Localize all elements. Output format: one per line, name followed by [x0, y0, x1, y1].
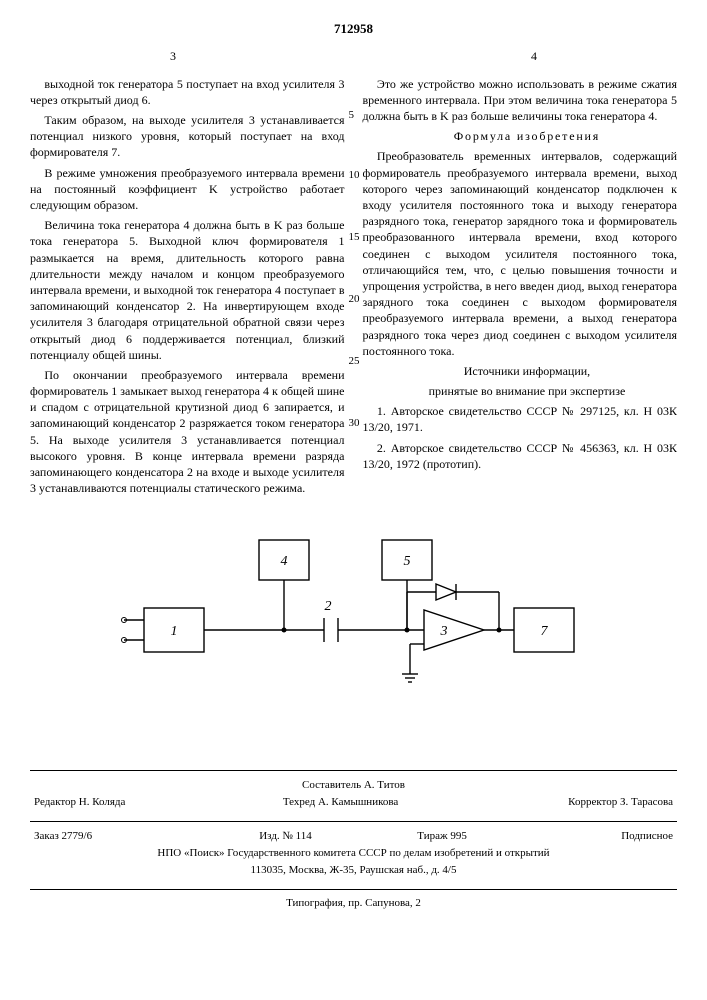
para: По окончании преобразуемого интервала вр…	[30, 367, 345, 497]
page-num-left: 3	[170, 48, 176, 64]
separator-line	[30, 821, 677, 822]
circuit-diagram: 1 4 5 7 3 2	[114, 530, 594, 730]
para: Таким образом, на выходе усилителя 3 уст…	[30, 112, 345, 161]
tech-editor: Техред А. Камышникова	[222, 794, 460, 811]
print-info: Заказ 2779/6 Изд. № 114 Тираж 995 Подпис…	[30, 828, 677, 879]
sources-heading: Источники информации,	[363, 363, 678, 379]
para: Это же устройство можно использовать в р…	[363, 76, 678, 125]
edition-number: Изд. № 114	[205, 828, 365, 845]
page-num-right: 4	[531, 48, 537, 64]
corrector: Корректор З. Тарасова	[460, 794, 677, 811]
svg-text:7: 7	[540, 624, 548, 639]
subscription: Подписное	[518, 828, 677, 845]
separator-line	[30, 770, 677, 771]
page-numbers: 3 4	[30, 48, 677, 64]
formula-heading: Формула изобретения	[363, 128, 678, 144]
para: Преобразователь временных интервалов, со…	[363, 148, 678, 358]
compiler: Составитель А. Титов	[30, 777, 677, 794]
source-item: 1. Авторское свидетельство СССР № 297125…	[363, 403, 678, 435]
text-columns: выходной ток генератора 5 поступает на в…	[30, 76, 677, 501]
separator-line	[30, 889, 677, 890]
print-run: Тираж 995	[366, 828, 519, 845]
svg-text:4: 4	[280, 554, 287, 569]
editor: Редактор Н. Коляда	[30, 794, 222, 811]
svg-text:5: 5	[403, 554, 410, 569]
svg-text:1: 1	[170, 624, 177, 639]
left-column: выходной ток генератора 5 поступает на в…	[30, 76, 345, 501]
printing-house: Типография, пр. Сапунова, 2	[30, 896, 677, 911]
order-number: Заказ 2779/6	[30, 828, 205, 845]
svg-text:3: 3	[439, 624, 447, 639]
document-number: 712958	[30, 20, 677, 38]
right-column: 51015202530 Это же устройство можно испо…	[363, 76, 678, 501]
organization: НПО «Поиск» Государственного комитета СС…	[30, 845, 677, 862]
source-item: 2. Авторское свидетельство СССР № 456363…	[363, 440, 678, 472]
sources-heading: принятые во внимание при экспертизе	[363, 383, 678, 399]
para: В режиме умножения преобразуемого интерв…	[30, 165, 345, 214]
para: выходной ток генератора 5 поступает на в…	[30, 76, 345, 108]
svg-text:2: 2	[324, 599, 331, 614]
credits-block: Составитель А. Титов Редактор Н. Коляда …	[30, 777, 677, 811]
para: Величина тока генератора 4 должна быть в…	[30, 217, 345, 363]
address: 113035, Москва, Ж-35, Раушская наб., д. …	[30, 862, 677, 879]
